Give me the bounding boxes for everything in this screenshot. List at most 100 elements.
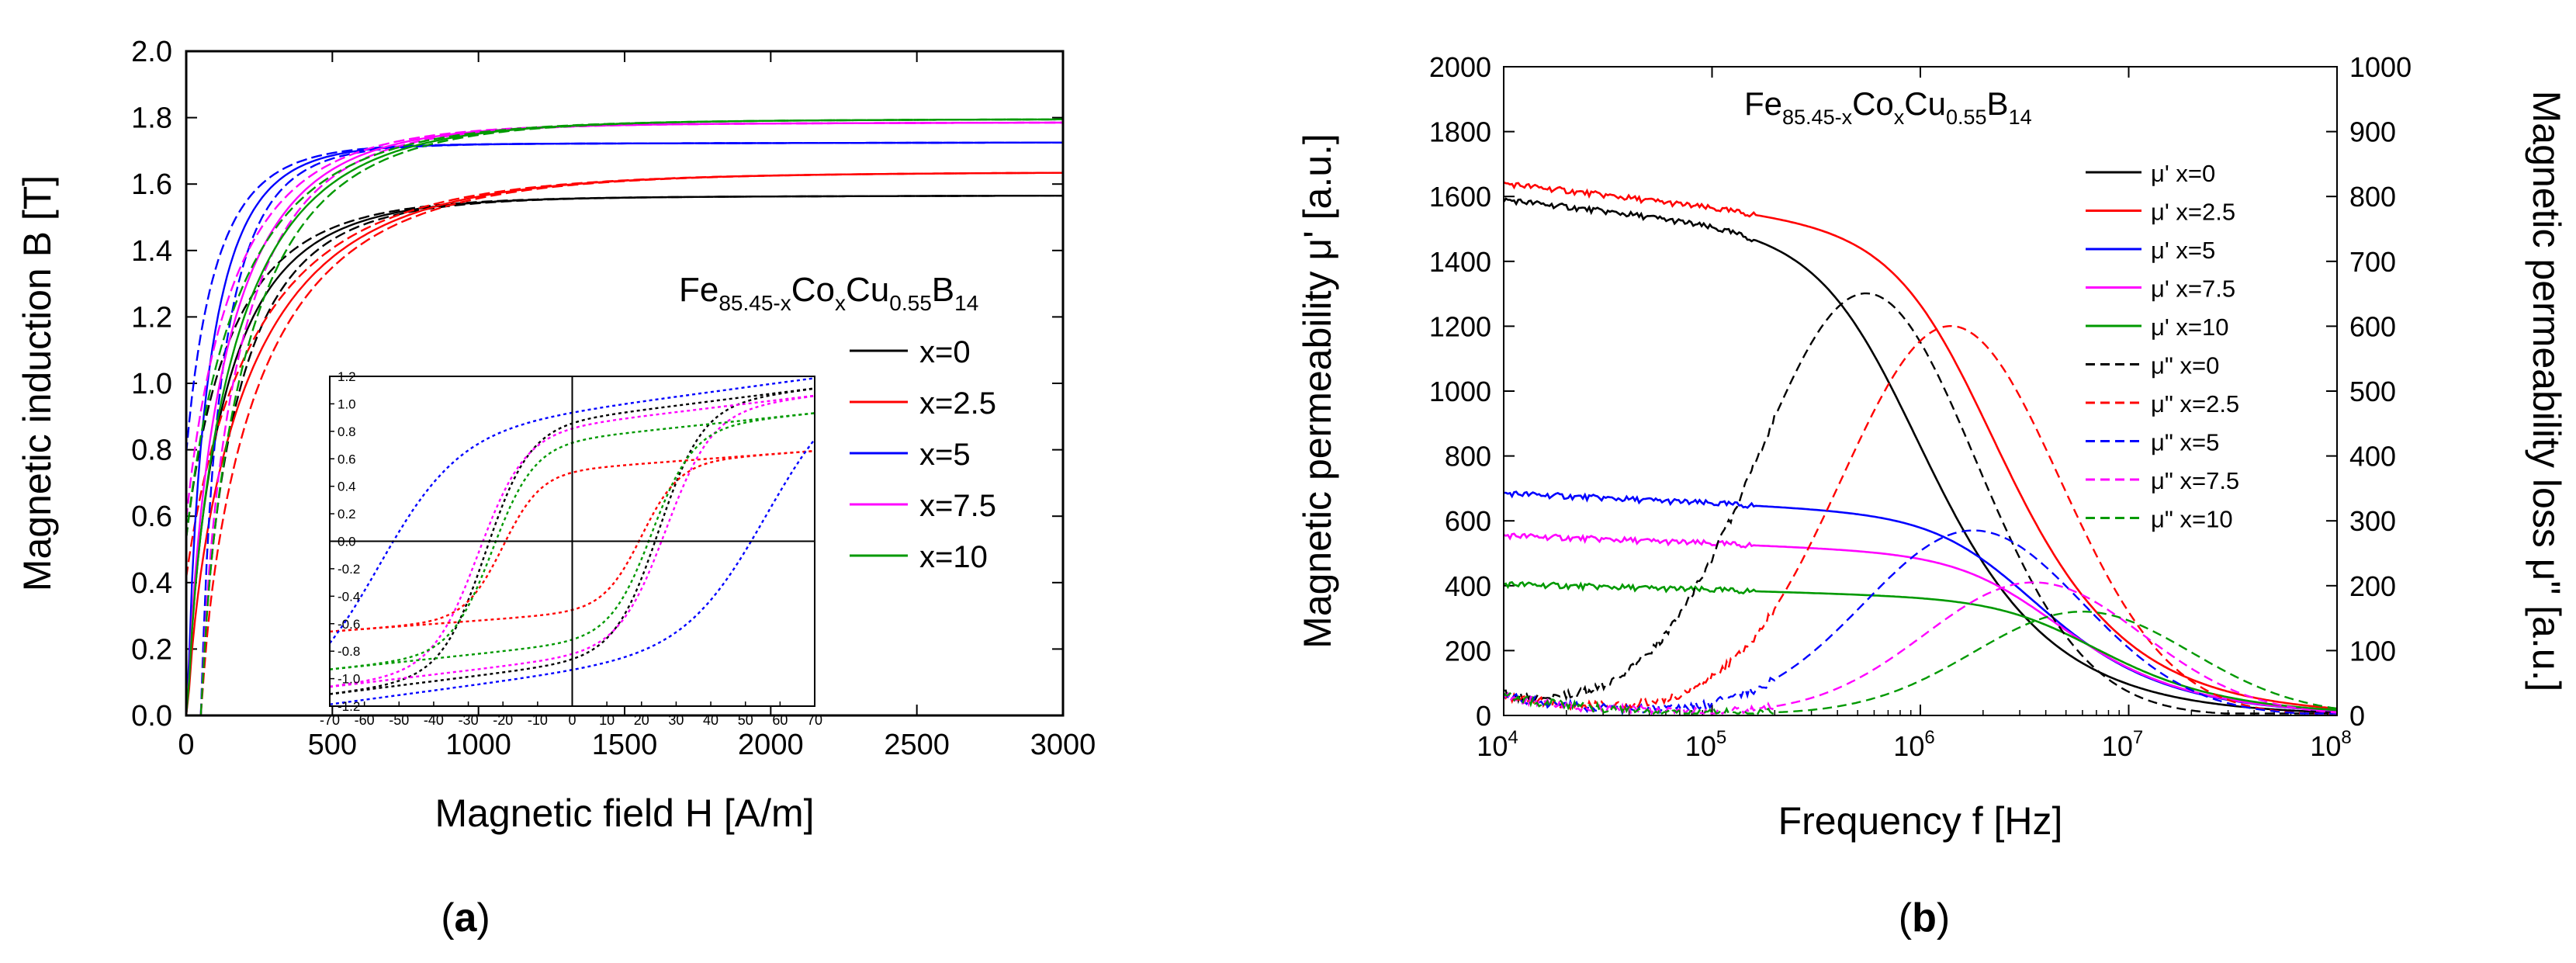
panel-b-x-axis-label: Frequency f [Hz]	[1778, 799, 2063, 843]
b-y-tick-label-left: 400	[1445, 570, 1491, 602]
a-y-tick-label: 0.4	[131, 567, 172, 600]
panel-b-right-tick-labels: 0 100 200 300 400 500 600 700 800 900 1000	[2349, 51, 2412, 732]
b-y-tick-label-right: 900	[2349, 116, 2396, 148]
panel-b-right-axis-label: Magnetic permeability loss μ" [a.u.]	[2525, 91, 2568, 692]
b-x-tick-label: 106	[1893, 727, 1934, 762]
b-y-tick-label-left: 1800	[1429, 116, 1491, 148]
b-y-tick-label-left: 1600	[1429, 181, 1491, 213]
b-x-tick-label: 105	[1685, 727, 1726, 762]
b-y-tick-label-right: 200	[2349, 570, 2396, 602]
a-x-tick-label: 500	[308, 729, 357, 761]
inset-x-tick-label: 70	[807, 712, 822, 728]
b-x-tick-label: 108	[2310, 727, 2351, 762]
inset-y-tick-label: 1.0	[338, 397, 356, 411]
panel-a-y-axis-label: Magnetic induction B [T]	[16, 175, 59, 591]
b-real-curve	[1504, 532, 2337, 712]
inset-y-tick-label: 0.2	[338, 507, 356, 521]
b-y-tick-label-right: 100	[2349, 635, 2396, 667]
b-y-tick-label-right: 400	[2349, 441, 2396, 473]
b-legend-label: μ' x=5	[2151, 237, 2215, 264]
inset-y-tick-label: 0.6	[338, 452, 356, 466]
a-x-tick-label: 0	[178, 729, 194, 761]
b-y-tick-label-right: 600	[2349, 310, 2396, 342]
b-y-tick-label-left: 2000	[1429, 51, 1491, 83]
b-legend-label: μ' x=10	[2151, 313, 2228, 341]
panel-a-frame	[185, 50, 1065, 717]
b-loss-curve	[1504, 325, 2337, 715]
b-y-tick-label-right: 0	[2349, 700, 2365, 732]
inset-x-tick-label: -70	[320, 712, 340, 728]
b-y-tick-label-right: 500	[2349, 376, 2396, 407]
inset-loop-x-2-5	[330, 449, 815, 633]
panel-b-x-tick-labels: 104 105 106 107 108	[1477, 727, 2351, 762]
inset-x-tick-label: 10	[599, 712, 615, 728]
inset-y-tick-label: -0.6	[338, 617, 360, 632]
inset-x-tick-label: -40	[424, 712, 444, 728]
inset-y-tick-label: -0.2	[338, 562, 360, 577]
panel-a-x-axis-label: Magnetic field H [A/m]	[435, 792, 814, 835]
b-legend-label: μ" x=5	[2151, 429, 2219, 456]
a-legend-label: x=0	[919, 335, 971, 369]
a-curve-x-7-5	[186, 121, 1063, 715]
b-loss-curve	[1504, 581, 2337, 715]
b-real-curve	[1504, 580, 2337, 712]
b-y-tick-label-left: 800	[1445, 441, 1491, 473]
b-y-tick-label-left: 1000	[1429, 376, 1491, 407]
panel-a-label: (a)	[441, 895, 490, 940]
a-curve-x-10	[186, 118, 1063, 539]
panel-b-curves	[1504, 181, 2337, 715]
a-y-tick-label: 0.8	[131, 435, 172, 467]
inset-y-tick-label: -1.0	[338, 672, 360, 687]
a-y-tick-label: 1.2	[131, 301, 172, 334]
inset-y-tick-label: -1.2	[338, 699, 360, 714]
a-x-tick-label: 2500	[884, 729, 950, 761]
a-x-tick-label: 1500	[592, 729, 658, 761]
b-legend-label: μ' x=7.5	[2151, 275, 2235, 303]
a-y-tick-label: 0.0	[131, 700, 172, 733]
inset-tick-labels: -70 -60 -50 -40 -30 -20 -10 0 10 20 30 40 50 60 70 -1.2…	[320, 369, 822, 728]
inset-y-tick-label: -0.4	[338, 589, 360, 604]
a-curve-x-2-5	[186, 171, 1063, 578]
b-legend-label: μ" x=7.5	[2151, 467, 2239, 494]
a-y-tick-label: 0.2	[131, 633, 172, 666]
inset-x-tick-label: 0	[568, 712, 576, 728]
panel-b-composition-title: Fe85.45-xCoxCu0.55B14	[1744, 85, 2032, 129]
b-real-curve	[1504, 181, 2337, 710]
panel-a-x-tick-labels: 0 500 1000 1500 2000 2500 3000	[178, 729, 1096, 761]
panel-b-label: (b)	[1899, 895, 1950, 940]
a-legend-label: x=7.5	[919, 489, 996, 523]
panel-b-left-tick-labels: 0 200 400 600 800 1000 1200 1400 1600 1800 2000	[1429, 51, 1491, 732]
inset-x-tick-label: 60	[772, 712, 788, 728]
a-curve-x-5	[186, 141, 1063, 454]
a-x-tick-label: 2000	[738, 729, 804, 761]
b-loss-curve	[1504, 292, 2337, 715]
inset-x-tick-label: 20	[634, 712, 649, 728]
inset-x-tick-label: 50	[738, 712, 753, 728]
inset-x-tick-label: -30	[459, 712, 479, 728]
inset-loop-x-0	[330, 387, 815, 695]
b-y-tick-label-right: 300	[2349, 505, 2396, 537]
panel-b-left-axis-label: Magnetic permeability μ' [a.u.]	[1296, 133, 1339, 649]
inset-x-tick-label: -50	[389, 712, 409, 728]
a-y-tick-label: 0.6	[131, 501, 172, 533]
panel-b-legend: μ' x=0 μ' x=2.5 μ' x=5 μ' x=7.5 μ' x=10 μ" x=…	[2086, 160, 2239, 533]
b-y-tick-label-right: 700	[2349, 246, 2396, 278]
a-y-tick-label: 1.0	[131, 368, 172, 400]
inset-x-tick-label: 40	[703, 712, 718, 728]
a-legend-label: x=2.5	[919, 386, 996, 421]
panel-a-composition-title: Fe85.45-xCoxCu0.55B14	[679, 271, 978, 315]
inset-x-tick-label: 30	[668, 712, 684, 728]
a-x-tick-label: 3000	[1030, 729, 1096, 761]
b-y-tick-label-left: 1400	[1429, 246, 1491, 278]
a-y-tick-label: 1.4	[131, 235, 172, 268]
panel-a-y-tick-labels: 0.0 0.2 0.4 0.6 0.8 1.0 1.2 1.4 1.6 1.8 2.0	[131, 36, 172, 733]
inset-x-tick-label: -10	[528, 712, 548, 728]
b-y-tick-label-left: 200	[1445, 635, 1491, 667]
a-legend-label: x=10	[919, 540, 988, 574]
b-y-tick-label-left: 0	[1476, 700, 1491, 732]
inset-y-tick-label: 0.8	[338, 424, 356, 439]
b-real-curve	[1504, 197, 2337, 714]
panel-b-frame	[1503, 66, 2338, 716]
b-y-tick-label-left: 600	[1445, 505, 1491, 537]
